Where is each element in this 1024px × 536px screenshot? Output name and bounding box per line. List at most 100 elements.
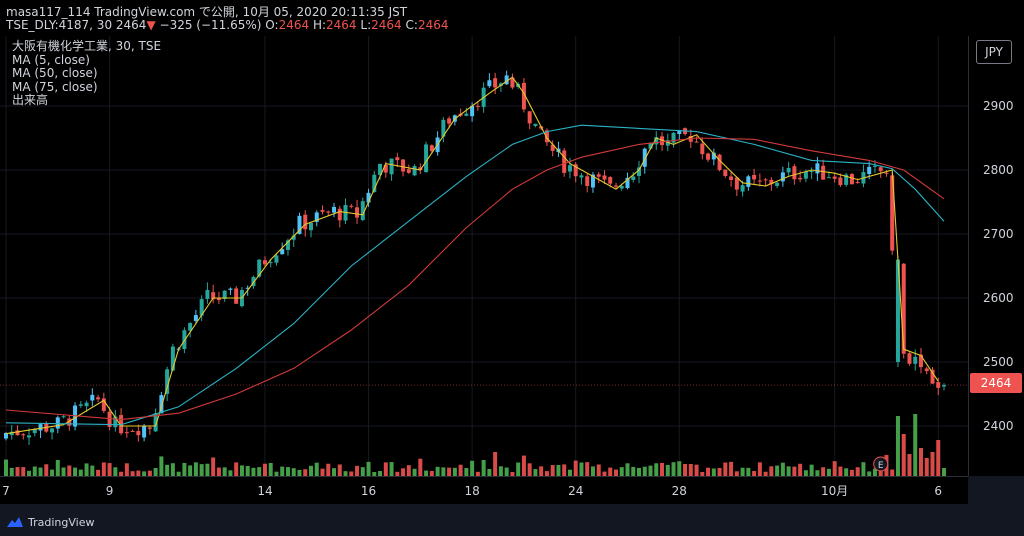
- volume-bar: [487, 468, 492, 476]
- brand-name[interactable]: TradingView: [28, 516, 95, 529]
- volume-bar: [355, 465, 360, 476]
- candle-body: [280, 249, 285, 255]
- legend-volume[interactable]: 出来高: [12, 93, 49, 107]
- volume-bar: [182, 462, 187, 476]
- volume-bar: [349, 471, 354, 476]
- volume-bar: [222, 467, 227, 476]
- volume-bar: [101, 462, 106, 476]
- volume-bar: [918, 448, 923, 476]
- volume-bar: [401, 468, 406, 476]
- volume-bar: [389, 462, 394, 476]
- candle-body: [320, 210, 325, 212]
- volume-bar: [671, 462, 676, 476]
- publish-line: masa117_114 TradingView.com で公開, 10月 05,…: [6, 5, 408, 19]
- candle-body: [625, 177, 630, 189]
- time-tick-label: 7: [2, 484, 10, 498]
- ohlc-open-label: O:: [265, 18, 279, 32]
- volume-bar: [901, 434, 906, 476]
- volume-bar: [573, 460, 578, 476]
- legend-ma50[interactable]: MA (50, close): [12, 66, 98, 80]
- volume-bar: [378, 471, 383, 476]
- candle-body: [510, 77, 515, 88]
- candlestick-chart[interactable]: E: [0, 36, 968, 476]
- volume-bar: [936, 440, 941, 476]
- volume-bar: [826, 468, 831, 476]
- volume-bar: [878, 469, 883, 476]
- candle-body: [124, 432, 129, 434]
- volume-bar: [251, 467, 256, 476]
- volume-bar: [372, 471, 377, 476]
- volume-bar: [136, 470, 141, 476]
- candle-body: [38, 424, 43, 431]
- volume-bar: [406, 465, 411, 476]
- last-price-badge: 2464: [970, 373, 1022, 393]
- volume-bar: [521, 455, 526, 476]
- candle-body: [631, 176, 636, 180]
- candle-body: [297, 215, 302, 234]
- volume-bar: [838, 466, 843, 476]
- candle-body: [832, 176, 837, 179]
- price-axis[interactable]: 2400 2500 2600 2700 2800 2900: [968, 36, 1024, 476]
- time-tick-label: 9: [106, 484, 114, 498]
- volume-bar: [533, 469, 538, 476]
- volume-bar: [234, 462, 239, 476]
- volume-bar: [631, 466, 636, 476]
- volume-bar: [38, 467, 43, 476]
- volume-bar: [268, 462, 273, 476]
- candle-body: [717, 154, 722, 170]
- chart-plot-area[interactable]: E: [0, 36, 968, 476]
- candle-body: [67, 418, 72, 426]
- candle-body: [395, 157, 400, 161]
- price-axis-labels: 2400 2500 2600 2700 2800 2900: [983, 99, 1014, 433]
- volume-bar: [337, 464, 342, 476]
- volume-bar: [752, 471, 757, 476]
- volume-bar: [717, 468, 722, 476]
- candle-body: [930, 369, 935, 384]
- volume-bar: [303, 469, 308, 476]
- last-price: 2464: [115, 18, 147, 32]
- volume-bar: [562, 464, 567, 476]
- volume-bar: [199, 464, 204, 476]
- candle-body: [424, 144, 429, 173]
- volume-bar: [493, 452, 498, 476]
- volume-bar: [458, 464, 463, 476]
- legend-ma75[interactable]: MA (75, close): [12, 79, 98, 94]
- candle-body: [303, 214, 308, 230]
- time-tick-label: 18: [464, 484, 479, 498]
- ohlc-low: 2464: [371, 18, 402, 32]
- volume-bar: [32, 466, 37, 476]
- volume-bar: [441, 467, 446, 476]
- candle-body: [360, 201, 365, 220]
- volume-bar: [366, 461, 371, 476]
- volume-bar: [142, 471, 147, 476]
- time-axis[interactable]: 7 9 14 16 18 24 28 10月 6: [0, 476, 968, 504]
- candle-body: [470, 105, 475, 117]
- volume-bar: [677, 461, 682, 476]
- volume-bar: [821, 467, 826, 476]
- volume-bar: [239, 465, 244, 476]
- volume-bar: [130, 471, 135, 476]
- volume-bar: [585, 462, 590, 476]
- volume-bar: [527, 463, 532, 476]
- volume-bar: [504, 467, 509, 476]
- ohlc-low-label: L:: [360, 18, 372, 32]
- earnings-circle: [873, 456, 889, 472]
- candle-body: [913, 356, 918, 364]
- tradingview-logo-icon[interactable]: [6, 516, 24, 528]
- candle-body: [763, 179, 768, 181]
- currency-button[interactable]: JPY: [976, 40, 1012, 64]
- candle-body: [815, 163, 820, 174]
- candle-body: [245, 287, 250, 289]
- volume-bar: [700, 471, 705, 476]
- ohlc-high: 2464: [326, 18, 357, 32]
- time-tick-label: 10月: [821, 484, 848, 498]
- candle-body: [4, 432, 8, 439]
- volume-bar: [763, 471, 768, 476]
- volume-bar: [596, 464, 601, 476]
- volume-bar: [734, 471, 739, 476]
- legend-ma5[interactable]: MA (5, close): [12, 52, 90, 67]
- volume-bar: [780, 462, 785, 476]
- candle-body: [378, 163, 383, 175]
- time-tick-label: 24: [568, 484, 583, 498]
- volume-bar: [67, 465, 72, 476]
